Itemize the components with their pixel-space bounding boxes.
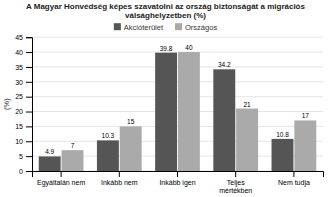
chart: A Magyar Honvédség képes szavatolni az o… [0,0,331,197]
grid-line [32,111,323,112]
tick-mark [293,171,294,177]
data-label: 39.8 [160,45,173,52]
data-label: 21 [243,101,251,108]
grid-line [32,37,323,38]
tick-mark [26,112,32,113]
data-label: 15 [127,118,135,125]
tick: 0 [19,168,32,175]
axis-line [26,38,33,172]
tick: 35 [15,64,32,71]
tick-mark [26,97,32,98]
tick: 40 [15,49,32,56]
tick-label: 10 [15,138,23,145]
bars [39,52,317,171]
bar [155,53,177,171]
tick-label: 20 [15,108,23,115]
tick-mark [26,52,32,53]
tick: Nem tudja [278,171,310,187]
grid-line [32,66,323,67]
data-label: 10.3 [102,132,115,139]
tick-label: 40 [15,49,23,56]
tick-mark [26,156,32,157]
data-label: 7 [71,142,75,149]
legend-item: Akcióterület [114,23,164,32]
tick-label: Teljesmértékben [219,179,252,194]
axis-line [33,172,324,178]
tick-mark [119,171,120,177]
x-axis: Egyáltalán nem Inkább nem Inkább igen Telje… [33,171,324,194]
tick: Teljesmértékben [219,171,252,194]
tick-label: 0 [19,168,23,175]
tick-mark [26,82,32,83]
tick: Inkább igen [159,171,195,187]
tick-mark [26,126,32,127]
data-labels: 4.9 10.3 39.8 34.2 10.8 7 15 40 21 17 [45,44,309,155]
y-axis: 0 5 10 15 20 25 30 35 40 45 [15,34,32,175]
grid-line [32,126,323,127]
tick-mark [26,141,32,142]
tick-label: Egyáltalán nem [37,179,85,187]
grid-line [32,81,323,82]
grid [32,37,323,171]
legend-item: Országos [175,23,217,32]
bar [213,69,235,171]
tick-mark [26,171,32,172]
tick-mark [26,37,32,38]
tick: 20 [15,108,32,115]
tick-label: 45 [15,34,23,41]
tick-mark [235,171,236,177]
tick-label: Nem tudja [278,179,310,187]
bar [178,52,200,171]
bar [272,139,294,171]
tick: 15 [15,123,32,130]
data-label: 10.8 [276,131,289,138]
tick-label: Inkább igen [159,179,195,187]
tick: Inkább nem [101,171,138,186]
y-label: (%) [2,98,11,110]
data-label: 34.2 [218,61,231,68]
tick: 5 [19,153,32,160]
tick: Egyáltalán nem [37,171,85,187]
tick-label: 15 [15,123,23,130]
tick-label: Inkább nem [101,179,138,186]
tick: 45 [15,34,32,41]
tick: 10 [15,138,32,145]
plot: 4.9 10.3 39.8 34.2 10.8 7 15 40 21 17 0 5 10 15 20 25 30… [15,34,323,194]
tick-label: 35 [15,64,23,71]
tick-mark [177,171,178,177]
grid-line [32,96,323,97]
data-label: 17 [302,112,310,119]
legend-label: Országos [185,23,217,32]
tick: 30 [15,79,32,86]
data-label: 4.9 [45,148,54,155]
bar [236,109,258,171]
bar [39,156,61,171]
bar [294,120,316,171]
bar [120,126,142,171]
bar [62,150,84,171]
legend-swatch [175,23,182,30]
tick-mark [61,171,62,177]
legend-label: Akcióterület [124,23,164,32]
tick: 25 [15,93,32,100]
legend-swatch [114,23,121,30]
tick-mark [26,67,32,68]
tick-label: 25 [15,93,23,100]
tick-label: 5 [19,153,23,160]
data-label: 40 [185,44,193,51]
grid-line [32,52,323,53]
title: A Magyar Honvédség képes szavatolni az o… [26,2,305,20]
legend: Akcióterület Országos [114,23,218,32]
bar [97,140,119,171]
tick-label: 30 [15,79,23,86]
